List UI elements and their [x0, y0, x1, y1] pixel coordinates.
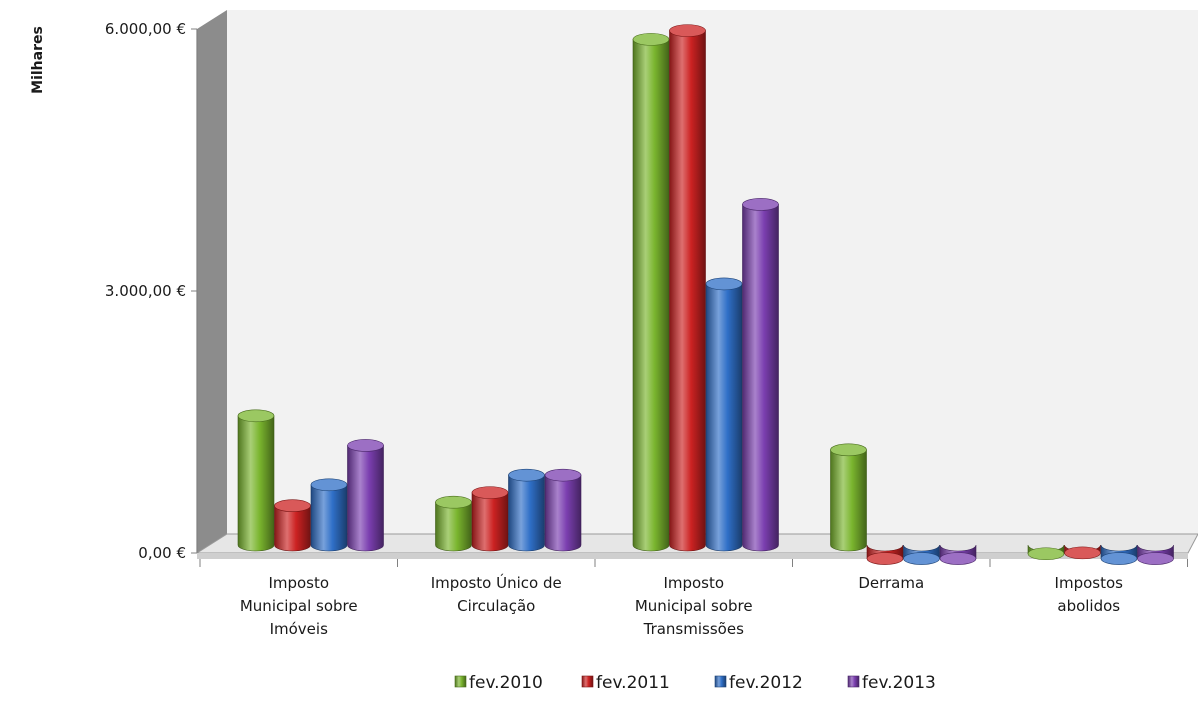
bar — [544, 468, 582, 552]
bar — [471, 486, 509, 552]
legend-label: fev.2012 — [729, 673, 803, 693]
y-tick-label: 0,00 € — [138, 544, 186, 562]
bar — [1137, 544, 1174, 565]
bar — [508, 468, 545, 552]
y-tick-label: 6.000,00 € — [105, 20, 186, 38]
category-label: Circulação — [457, 597, 535, 615]
bar — [435, 495, 472, 552]
bars-layer — [237, 24, 1174, 565]
bar — [669, 24, 706, 552]
bar — [742, 198, 779, 552]
legend-swatch — [847, 675, 860, 688]
legend: fev.2010 fev.2011 fev.2012 fev.2013 — [454, 673, 936, 693]
category-label: Impostos — [1055, 574, 1124, 592]
y-axis-title: Milhares — [30, 26, 46, 94]
category-label: Derrama — [858, 574, 924, 592]
legend-swatch — [714, 675, 727, 688]
bar — [632, 33, 670, 552]
legend-label: fev.2011 — [596, 673, 670, 693]
category-label: Municipal sobre — [635, 597, 753, 615]
category-label: Imóveis — [270, 620, 328, 638]
bar — [866, 544, 904, 565]
y-tick-label: 3.000,00 € — [105, 282, 186, 300]
bar — [830, 443, 867, 552]
bar — [903, 544, 940, 565]
category-label: abolidos — [1057, 597, 1120, 615]
labels-layer: 0,00 € 3.000,00 € 6.000,00 € Milhares Impost… — [30, 20, 1123, 638]
bar — [1064, 544, 1101, 560]
side-wall — [197, 10, 227, 553]
legend-label: fev.2010 — [469, 673, 543, 693]
category-label: Municipal sobre — [240, 597, 358, 615]
category-label: Transmissões — [643, 620, 744, 638]
bar — [310, 478, 348, 552]
legend-swatch — [454, 675, 467, 688]
legend-label: fev.2013 — [862, 673, 936, 693]
category-label: Imposto Único de — [431, 573, 562, 592]
bar — [1100, 544, 1138, 565]
category-label: Imposto — [268, 574, 329, 592]
bar — [939, 544, 977, 565]
legend-swatch — [581, 675, 594, 688]
bar — [347, 439, 384, 552]
bar — [237, 409, 275, 552]
bar — [1027, 544, 1065, 561]
bar — [274, 499, 311, 552]
category-label: Imposto — [663, 574, 724, 592]
bar — [705, 277, 743, 552]
axis-layer — [191, 28, 1188, 567]
